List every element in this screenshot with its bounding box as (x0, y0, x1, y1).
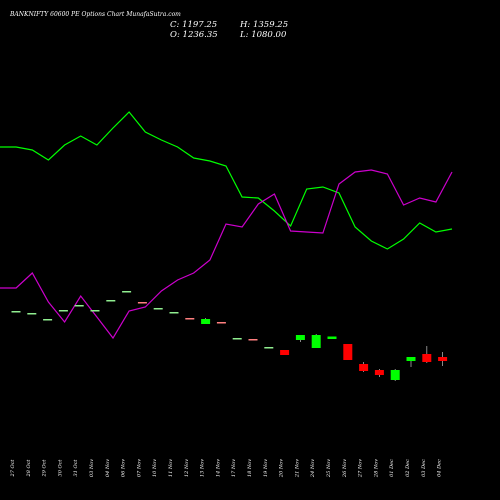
x-tick-label: 27 Nov (358, 459, 364, 478)
candle-body (343, 344, 353, 360)
low-value: L: 1080.00 (239, 30, 287, 40)
x-tick-label: 12 Nov (184, 459, 190, 477)
candle-body (153, 308, 163, 310)
x-tick-label: 06 Nov (121, 459, 127, 477)
candle-body (311, 335, 321, 348)
candle-body (390, 370, 400, 380)
x-tick-label: 03 Nov (89, 459, 95, 477)
x-tick-label: 20 Nov (279, 459, 285, 478)
candle-body (422, 354, 432, 362)
x-tick-label: 14 Nov (215, 459, 221, 477)
x-tick-label: 31 Oct (73, 459, 79, 477)
x-tick-label: 25 Nov (326, 459, 332, 478)
candle-body (43, 319, 53, 321)
x-tick-label: 28 Nov (373, 459, 379, 478)
x-axis-ticks: 27 Oct 28 Oct 29 Oct 30 Oct 31 Oct 03 Nov 04 N… (10, 459, 443, 478)
close-value: C: 1197.25 (170, 20, 217, 30)
candle-body (11, 311, 21, 313)
candle-body (438, 357, 448, 361)
x-tick-label: 04 Dec (437, 459, 443, 477)
x-tick-label: 04 Nov (105, 459, 111, 477)
x-tick-label: 19 Nov (263, 459, 269, 477)
high-value: H: 1359.25 (239, 20, 288, 30)
x-tick-label: 07 Nov (136, 459, 142, 477)
candle-body (201, 319, 211, 324)
candle-body (58, 310, 68, 312)
candle-body (137, 302, 147, 304)
open-value: O: 1236.35 (170, 30, 218, 40)
candle-body (74, 305, 84, 307)
x-tick-label: 02 Dec (405, 459, 411, 477)
candle-body (90, 310, 100, 312)
x-tick-label: 28 Oct (26, 459, 32, 478)
candle-body (232, 338, 242, 340)
x-tick-label: 18 Nov (247, 459, 253, 477)
x-tick-label: 29 Oct (42, 459, 48, 478)
lower-indicator-line (0, 169, 453, 340)
candle-body (169, 312, 179, 314)
candle-body (216, 322, 226, 324)
x-tick-label: 03 Dec (421, 459, 427, 477)
candle-body (359, 364, 369, 371)
x-tick-label: 30 Oct (57, 459, 63, 477)
candle-body (264, 347, 274, 349)
candle-body (248, 339, 258, 341)
candle-body (185, 318, 195, 320)
upper-indicator-line (0, 111, 453, 250)
x-tick-label: 01 Dec (389, 459, 395, 477)
candle-body (122, 291, 132, 293)
x-tick-label: 10 Nov (152, 459, 158, 477)
x-tick-label: 13 Nov (200, 459, 206, 477)
x-tick-label: 27 Oct (10, 459, 16, 478)
x-tick-label: 24 Nov (310, 459, 316, 478)
x-tick-label: 21 Nov (294, 459, 300, 478)
x-tick-label: 17 Nov (231, 459, 237, 477)
candle-body (106, 300, 116, 302)
candle-body (280, 350, 290, 355)
chart-title: BANKNIFTY 60600 PE Options Chart MunafaS… (9, 11, 181, 18)
x-tick-label: 11 Nov (168, 459, 174, 477)
candle-body (27, 313, 37, 315)
candle-body (406, 357, 416, 361)
candle-body (374, 370, 384, 375)
candle-body (327, 336, 337, 339)
x-tick-label: 26 Nov (342, 459, 348, 478)
candle-body (295, 335, 305, 340)
candles-group (11, 291, 448, 381)
